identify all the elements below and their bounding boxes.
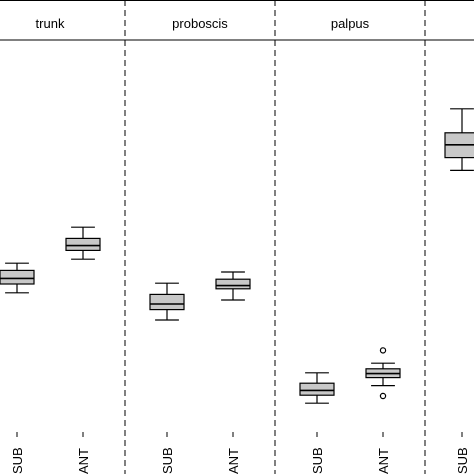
box-trunk-sub bbox=[0, 269, 35, 285]
box-proboscis-ant bbox=[215, 278, 251, 290]
box-trunk-ant bbox=[65, 237, 101, 251]
panel-label-trunk: trunk bbox=[36, 16, 65, 31]
x-tick-label-ant: ANT bbox=[76, 448, 91, 474]
x-tick-label-ant: ANT bbox=[226, 448, 241, 474]
outlier-palpus-ant-1 bbox=[379, 392, 387, 400]
box-proboscis-sub bbox=[149, 293, 185, 311]
panel-label-palpus: palpus bbox=[331, 16, 370, 31]
x-tick-label-sub: SUB bbox=[160, 447, 175, 474]
x-tick-label-sub: SUB bbox=[455, 447, 470, 474]
outlier-palpus-ant-0 bbox=[379, 347, 387, 354]
panel-label-proboscis: proboscis bbox=[172, 16, 228, 31]
x-tick-label-sub: SUB bbox=[10, 447, 25, 474]
x-tick-label-sub: SUB bbox=[310, 447, 325, 474]
x-tick-label-ant: ANT bbox=[376, 448, 391, 474]
box-palpus-sub bbox=[299, 382, 335, 396]
